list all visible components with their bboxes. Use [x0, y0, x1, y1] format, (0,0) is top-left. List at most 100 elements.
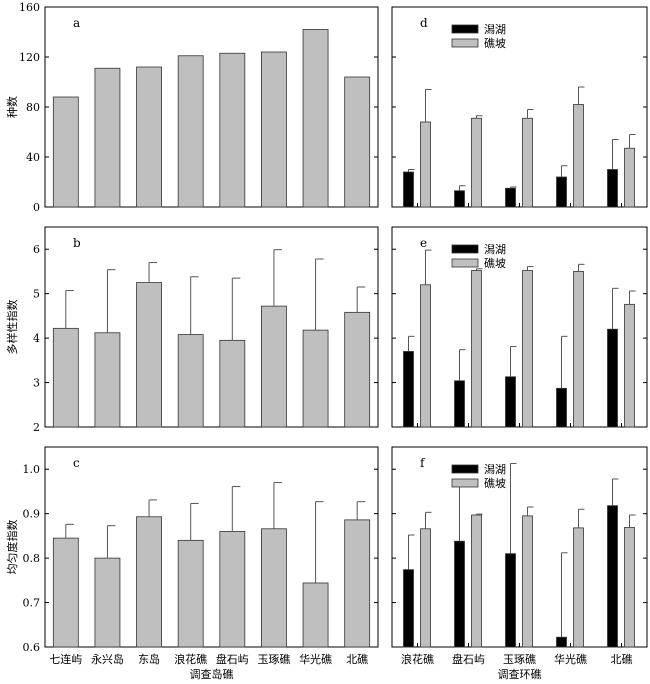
legend-swatch — [451, 478, 479, 488]
bar — [344, 519, 371, 648]
y-tick-label: 4 — [33, 332, 40, 345]
x-tick-label: 盘石屿 — [452, 652, 485, 666]
bar — [177, 539, 204, 648]
y-tick-label: 6 — [33, 243, 40, 256]
bar-lagoon — [607, 169, 618, 208]
y-axis-title: 多样性指数 — [5, 300, 19, 355]
y-tick-label: 160 — [19, 1, 40, 14]
x-tick-label: 东岛 — [138, 652, 160, 666]
bar — [219, 52, 246, 208]
bar — [136, 516, 162, 648]
legend-label: 礁坡 — [484, 36, 506, 50]
x-tick-label: 浪花礁 — [401, 652, 434, 666]
panel-c-frame — [44, 446, 379, 648]
x-tick-label: 华光礁 — [299, 652, 332, 666]
legend-label: 潟湖 — [484, 23, 506, 36]
bar-lagoon — [454, 190, 465, 208]
bar-reef-slope — [471, 270, 482, 428]
y-axis-title: 种数 — [5, 96, 19, 118]
y-tick-label: 80 — [26, 101, 40, 114]
bar — [344, 311, 371, 428]
bar-reef-slope — [420, 528, 431, 648]
x-tick-label: 北礁 — [346, 652, 368, 666]
y-tick-label: 0.8 — [23, 552, 41, 565]
x-tick-label: 华光礁 — [554, 652, 587, 666]
legend-swatch — [451, 258, 479, 268]
y-tick-label: 0.6 — [23, 641, 41, 654]
legend-swatch — [451, 464, 479, 474]
y-tick-label: 1.0 — [23, 463, 41, 476]
panel-label-f: f — [420, 456, 426, 470]
y-tick-label: 5 — [33, 288, 40, 301]
y-tick-label: 40 — [26, 151, 40, 164]
x-tick-label: 永兴岛 — [91, 652, 124, 666]
bar-reef-slope — [471, 514, 482, 648]
bar-lagoon — [403, 569, 414, 648]
legend-label: 礁坡 — [484, 256, 506, 270]
bar — [94, 67, 121, 208]
bar-lagoon — [505, 187, 516, 208]
legend-swatch — [451, 24, 479, 34]
legend-swatch — [451, 244, 479, 254]
bar-reef-slope — [420, 284, 431, 428]
y-tick-label: 3 — [33, 377, 40, 390]
y-tick-label: 120 — [19, 51, 40, 64]
legend-label: 潟湖 — [484, 243, 506, 256]
x-tick-label: 北礁 — [611, 652, 633, 666]
panel-label-b: b — [73, 236, 81, 250]
bar — [136, 66, 162, 208]
panel-label-c: c — [73, 456, 80, 470]
bar-lagoon — [556, 387, 567, 428]
bar — [94, 557, 121, 648]
legend-label: 礁坡 — [484, 476, 506, 490]
panel-label-d: d — [420, 16, 428, 30]
panel-b-group: 2 3 4 5 6 b 多样性指数 — [5, 226, 379, 434]
bar-lagoon — [505, 553, 516, 648]
bar — [302, 29, 329, 208]
bar — [302, 329, 329, 428]
bar-lagoon — [454, 380, 465, 428]
y-tick-label: 2 — [33, 421, 40, 434]
bar — [261, 305, 287, 428]
bar-lagoon — [403, 351, 414, 428]
legend-swatch — [451, 38, 479, 48]
bar-reef-slope — [573, 271, 584, 428]
bar-reef-slope — [522, 270, 533, 428]
x-tick-label: 玉琢礁 — [503, 652, 536, 666]
x-tick-label: 浪花礁 — [174, 652, 207, 666]
bar — [52, 327, 79, 428]
bar — [219, 339, 246, 428]
bar — [261, 51, 287, 208]
bar-lagoon — [556, 176, 567, 208]
bar — [219, 531, 246, 648]
bar — [136, 282, 162, 428]
x-axis-title: 调查岛礁 — [190, 667, 234, 681]
x-tick-label: 七连屿 — [49, 653, 82, 666]
bar — [177, 334, 204, 428]
bar — [52, 96, 79, 208]
bar — [261, 528, 287, 648]
x-tick-label: 盘石屿 — [216, 652, 249, 666]
panel-label-e: e — [420, 236, 427, 250]
y-axis-title: 均匀度指数 — [5, 520, 19, 575]
bar-reef-slope — [573, 104, 584, 208]
bar — [302, 582, 329, 648]
bar-reef-slope — [471, 117, 482, 208]
y-tick-label: 0.9 — [23, 508, 41, 521]
x-tick-label: 玉琢礁 — [257, 652, 290, 666]
bar — [94, 332, 121, 428]
bar-lagoon — [607, 505, 618, 648]
bar — [344, 76, 371, 208]
bar-lagoon — [454, 540, 465, 648]
y-tick-label: 0.7 — [23, 597, 41, 610]
bar — [177, 55, 204, 208]
bar-reef-slope — [624, 527, 635, 648]
x-axis-title: 调查环礁 — [498, 667, 542, 681]
bar-reef-slope — [420, 121, 431, 208]
panel-a-group: 0 40 80 120 160 a 种数 — [5, 1, 379, 214]
legend-label: 潟湖 — [484, 463, 506, 476]
bar-lagoon — [403, 171, 414, 208]
